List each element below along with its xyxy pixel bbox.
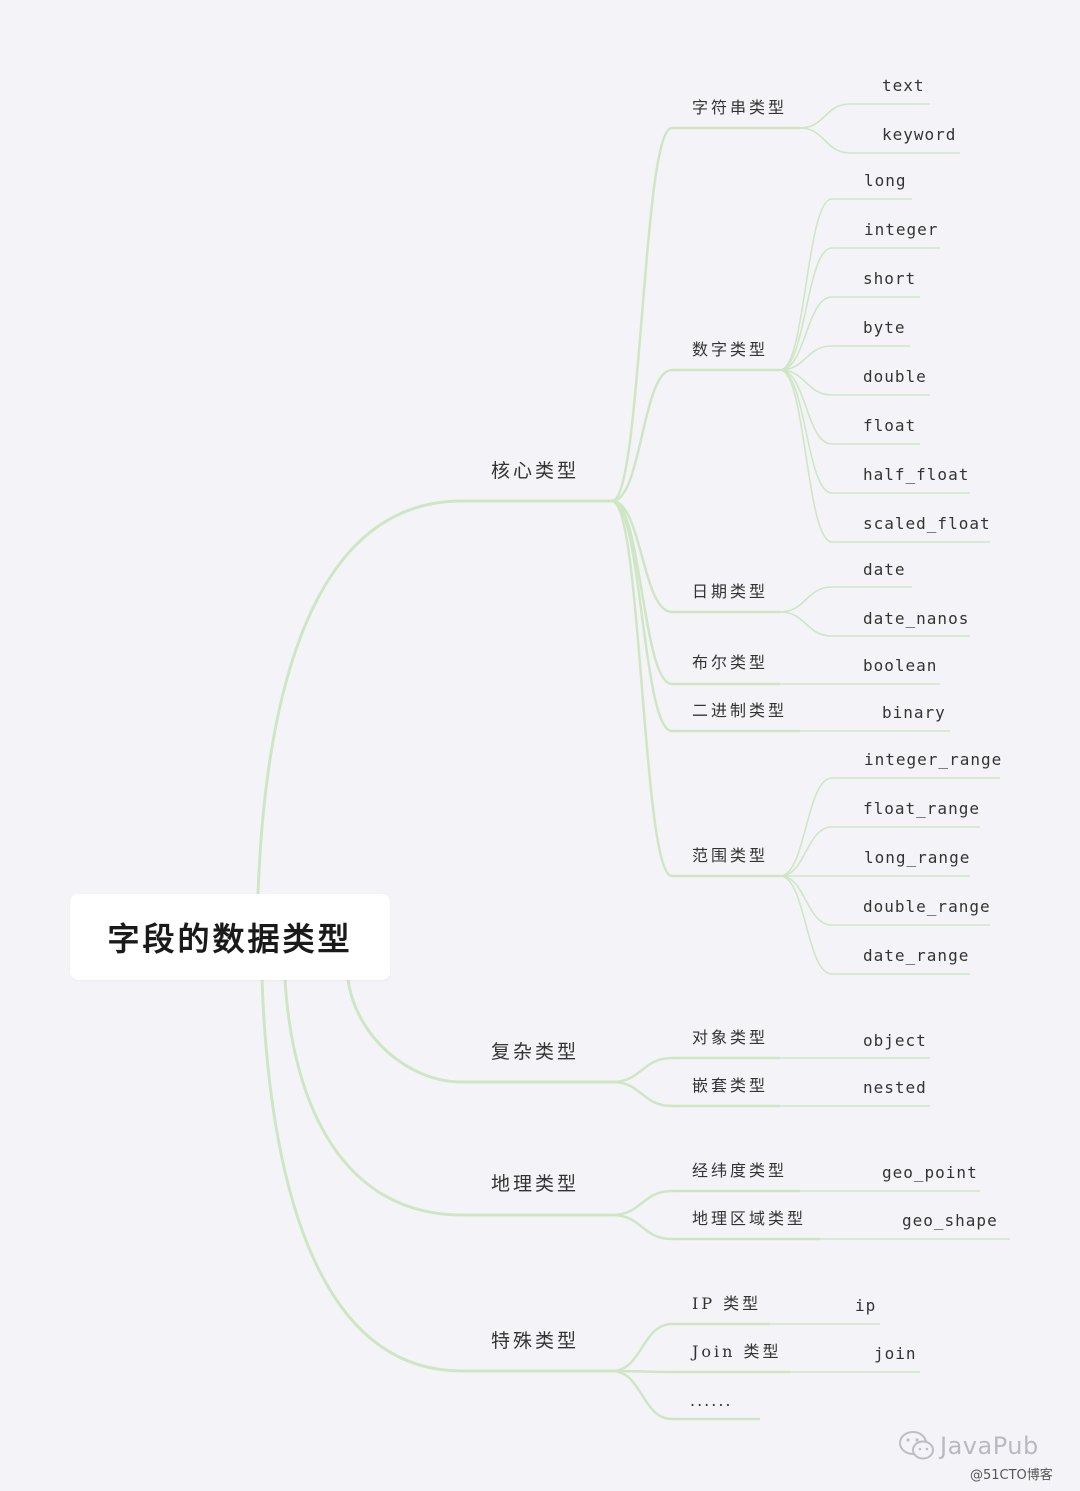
edge-core-boolean [610,499,674,686]
edge-special-more [610,1369,674,1421]
edge-range-leaf-0 [779,777,833,877]
leaf-long[interactable]: long [864,171,907,190]
leaf-float-range[interactable]: float_range [863,799,980,818]
leaf-date-range[interactable]: date_range [863,946,970,965]
leaf-half-float[interactable]: half_float [863,465,970,484]
branch-special-types[interactable]: 特殊类型 [491,1330,580,1352]
leaf-geo-shape[interactable]: geo_shape [902,1211,998,1230]
leaf-date[interactable]: date [863,560,906,579]
edge-core-date [610,499,674,614]
edge-numeric-leaf-7 [779,369,833,543]
edge-root-complex [346,978,614,1084]
leaf-boolean[interactable]: boolean [863,656,938,675]
node-date-types[interactable]: 日期类型 [692,582,769,601]
edge-root-special [260,978,614,1373]
leaf-text[interactable]: text [882,76,925,95]
node-object-types[interactable]: 对象类型 [692,1028,769,1047]
edge-geo-latlon [610,1189,674,1217]
edge-complex-object [610,1056,674,1084]
leaf-byte[interactable]: byte [863,318,906,337]
edge-date-leaf-0 [779,586,833,613]
leaf-scaled-float[interactable]: scaled_float [863,514,991,533]
edge-core-range [610,499,674,878]
leaf-long-range[interactable]: long_range [864,848,971,867]
edge-date-leaf-1 [779,611,833,637]
watermark-site: @51CTO博客 [970,1468,1053,1483]
node-range-types[interactable]: 范围类型 [692,846,769,865]
leaf-double[interactable]: double [863,367,927,386]
branch-geo-types[interactable]: 地理类型 [491,1173,580,1195]
edge-numeric-leaf-4 [779,369,833,396]
leaf-keyword[interactable]: keyword [882,125,957,144]
edge-root-geo [283,978,614,1217]
leaf-ip[interactable]: ip [855,1296,877,1315]
leaf-integer[interactable]: integer [864,220,939,239]
leaf-join[interactable]: join [874,1344,917,1363]
edge-numeric-leaf-0 [779,198,833,371]
edge-numeric-leaf-3 [779,345,833,371]
edge-geo-area [610,1213,674,1241]
node-binary-types[interactable]: 二进制类型 [692,701,788,720]
edge-range-leaf-1 [779,826,833,877]
leaf-integer-range[interactable]: integer_range [864,750,1003,769]
root-node[interactable] [70,894,390,980]
leaf-nested[interactable]: nested [863,1078,927,1097]
edge-range-leaf-3 [779,875,833,926]
edge-numeric-leaf-6 [779,369,833,494]
edge-core-string [610,126,674,503]
edge-numeric-leaf-2 [779,296,833,371]
node-geo-area-types[interactable]: 地理区域类型 [692,1209,807,1228]
leaf-geo-point[interactable]: geo_point [882,1163,978,1182]
branch-complex-types[interactable]: 复杂类型 [491,1041,580,1063]
edge-core-numeric [610,368,674,503]
node-numeric-types[interactable]: 数字类型 [692,340,769,359]
edge-range-leaf-4 [779,875,833,975]
node-nested-types[interactable]: 嵌套类型 [692,1076,769,1095]
leaf-object[interactable]: object [863,1031,927,1050]
edge-root-core [256,499,614,896]
node-more-ellipsis[interactable]: ...... [690,1391,733,1410]
leaf-float[interactable]: float [863,416,917,435]
leaf-date-nanos[interactable]: date_nanos [863,609,970,628]
leaf-binary[interactable]: binary [882,703,946,722]
edge-special-ip [610,1322,674,1373]
node-latlon-types[interactable]: 经纬度类型 [692,1161,788,1180]
root-node-title: 字段的数据类型 [107,920,353,958]
watermark-brand: JavaPub [940,1432,1039,1460]
branch-core-types[interactable]: 核心类型 [491,460,580,482]
node-boolean-types[interactable]: 布尔类型 [692,653,769,672]
leaf-double-range[interactable]: double_range [863,897,991,916]
leaf-short[interactable]: short [863,269,917,288]
edge-string-leaf-0 [799,103,851,129]
edge-numeric-leaf-5 [779,369,833,445]
node-ip-types[interactable]: IP 类型 [692,1294,762,1313]
edge-complex-nested [610,1080,674,1108]
edge-string-leaf-1 [799,127,851,154]
edge-numeric-leaf-1 [779,247,833,371]
edge-core-binary [610,499,674,733]
wechat-icon [899,1431,934,1460]
node-join-types[interactable]: Join 类型 [692,1342,782,1361]
node-string-types[interactable]: 字符串类型 [692,98,788,117]
